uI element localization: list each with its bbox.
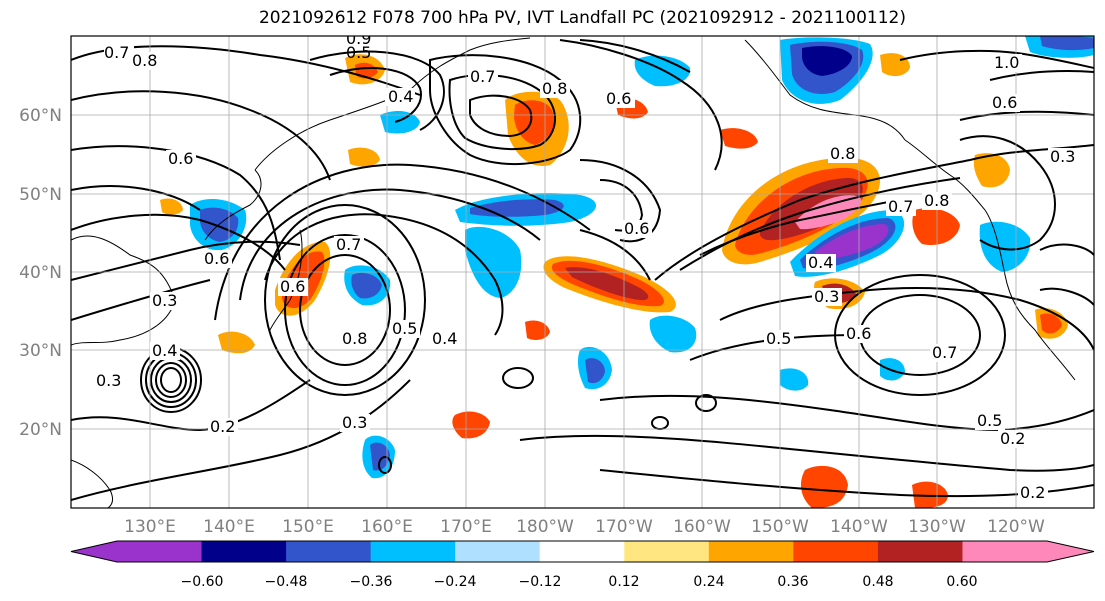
contour-label: 0.2 [1020,483,1045,502]
lon-label: 170°E [440,517,492,537]
lon-label: 150°W [751,517,809,537]
colorbar-segment [624,541,710,562]
contour-label: 0.4 [808,253,833,272]
map-border [70,35,1095,509]
contour-label: 0.6 [846,324,871,343]
contour-label: 0.7 [336,235,361,254]
lon-label: 180°W [516,517,574,537]
lat-label: 20°N [19,420,62,440]
contour-label: 0.7 [932,343,957,362]
colorbar-segment [793,541,879,562]
colorbar-ticks: −0.60 −0.48 −0.36 −0.24 −0.12 0.12 0.24 … [181,574,978,590]
anomaly-fill [160,36,1094,508]
contour-label: 0.5 [977,411,1002,430]
contour-label: 0.6 [280,277,305,296]
contour-label: 0.5 [392,319,417,338]
lat-label: 30°N [19,341,62,361]
contour-lines [71,39,1094,501]
lon-label: 130°E [124,517,176,537]
colorbar-tick: −0.48 [265,574,308,590]
lon-label: 160°E [361,517,413,537]
contour-label: 0.8 [542,79,567,98]
colorbar-tick: 0.60 [946,574,977,590]
colorbar-segment [877,541,963,562]
contour-label: 0.3 [1050,147,1075,166]
lat-label: 50°N [19,185,62,205]
longitude-labels: 130°E 140°E 150°E 160°E 170°E 180°W 170°… [124,517,1045,537]
contour-label: 0.4 [388,87,413,106]
gridlines [71,36,1094,508]
colorbar-segment [201,541,287,562]
colorbar-segment [539,541,625,562]
contour-label: 0.8 [924,191,949,210]
contour-label: 0.2 [210,417,235,436]
colorbar-tick: −0.12 [519,574,562,590]
colorbar-tick: −0.36 [350,574,393,590]
contour-label: 0.3 [96,371,121,390]
contour-label: 0.7 [888,197,913,216]
colorbar-tick: 0.12 [608,574,639,590]
lon-label: 140°E [203,517,255,537]
contour-label: 0.8 [342,329,367,348]
contour-label: 0.2 [1000,429,1025,448]
colorbar-extend-right [1047,541,1094,562]
lon-label: 140°W [830,517,888,537]
contour-label: 0.5 [346,43,371,62]
lon-label: 120°W [987,517,1045,537]
colorbar-segment [455,541,541,562]
contour-label: 0.6 [624,219,649,238]
colorbar-segment [962,541,1048,562]
latitude-labels: 60°N 50°N 40°N 30°N 20°N [19,106,62,440]
lon-label: 170°W [595,517,653,537]
contour-label: 0.9 [346,29,371,48]
colorbar-extend-left [71,541,117,562]
colorbar-segment [286,541,372,562]
contour-label: 0.7 [104,43,129,62]
contour-label: 0.4 [432,329,457,348]
contour-label: 0.8 [830,144,855,163]
contour-label: 0.3 [152,291,177,310]
contour-labels: 0.7 0.8 0.9 0.5 0.4 0.7 0.8 0.6 1.0 0.6 … [94,29,1078,502]
colorbar [70,540,1095,563]
contour-label: 0.8 [132,51,157,70]
lon-label: 160°W [673,517,731,537]
colorbar-segment [370,541,456,562]
contour-label: 0.6 [204,249,229,268]
contour-label: 0.7 [470,67,495,86]
colorbar-outline [70,540,1095,563]
colorbar-tick: 0.24 [693,574,724,590]
lat-label: 40°N [19,263,62,283]
colorbar-tick: 0.48 [862,574,893,590]
contour-label: 0.6 [606,89,631,108]
contour-label: 0.5 [766,329,791,348]
colorbar-tick: 0.36 [777,574,808,590]
contour-label: 0.6 [992,93,1017,112]
colorbar-segment [708,541,794,562]
colorbar-segment [117,541,203,562]
lon-label: 130°W [908,517,966,537]
contour-label: 0.6 [168,149,193,168]
colorbar-tick: −0.60 [181,574,224,590]
map-title: 2021092612 F078 700 hPa PV, IVT Landfall… [258,8,906,28]
contour-label: 0.4 [152,341,177,360]
contour-label: 0.3 [342,413,367,432]
colorbar-tick: −0.24 [434,574,477,590]
contour-label: 1.0 [994,53,1019,72]
lon-label: 150°E [282,517,334,537]
lat-label: 60°N [19,106,62,126]
contour-label: 0.3 [814,287,839,306]
